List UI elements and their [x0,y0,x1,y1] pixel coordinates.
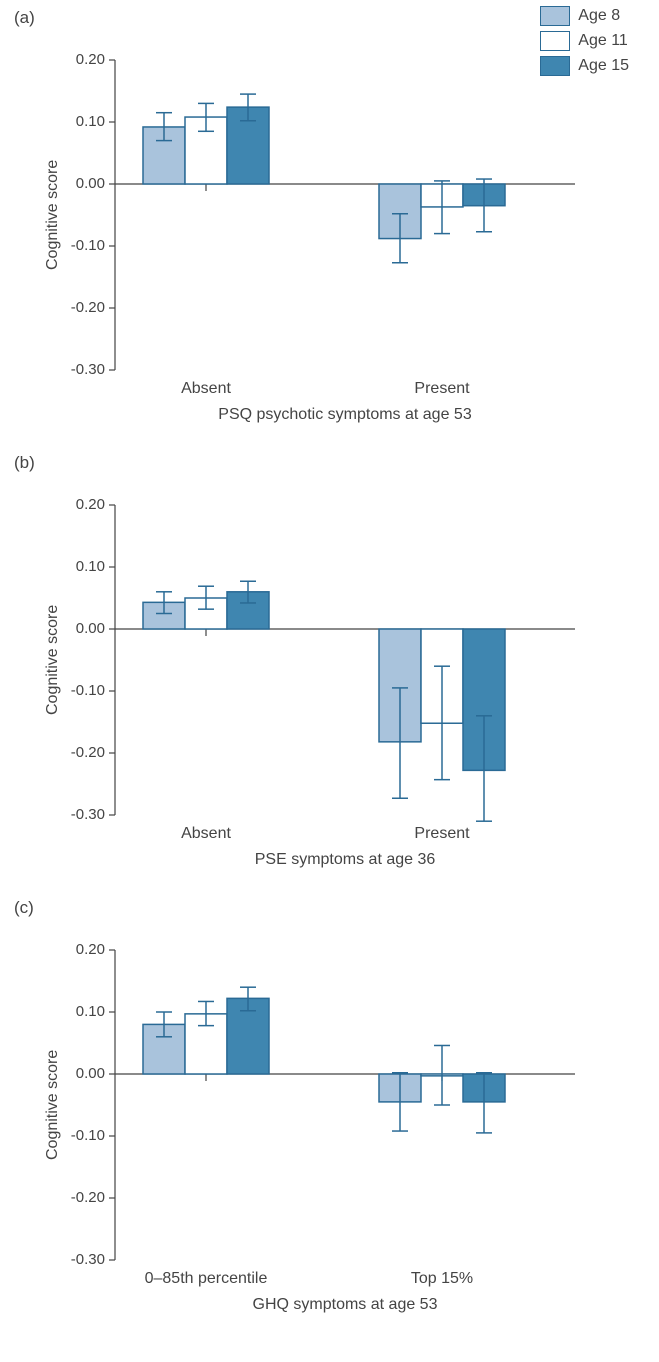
panel-a: (a)Cognitive score-0.30-0.20-0.100.000.1… [0,0,659,440]
plot-svg [0,890,659,1330]
x-axis-title: GHQ symptoms at age 53 [115,1296,575,1314]
plot-svg [0,0,659,440]
figure-root: Age 8 Age 11 Age 15 (a)Cognitive score-0… [0,0,659,1362]
x-axis-title: PSQ psychotic symptoms at age 53 [115,406,575,424]
panel-c: (c)Cognitive score-0.30-0.20-0.100.000.1… [0,890,659,1330]
x-axis-title: PSE symptoms at age 36 [115,851,575,869]
panel-b: (b)Cognitive score-0.30-0.20-0.100.000.1… [0,445,659,885]
plot-svg [0,445,659,885]
